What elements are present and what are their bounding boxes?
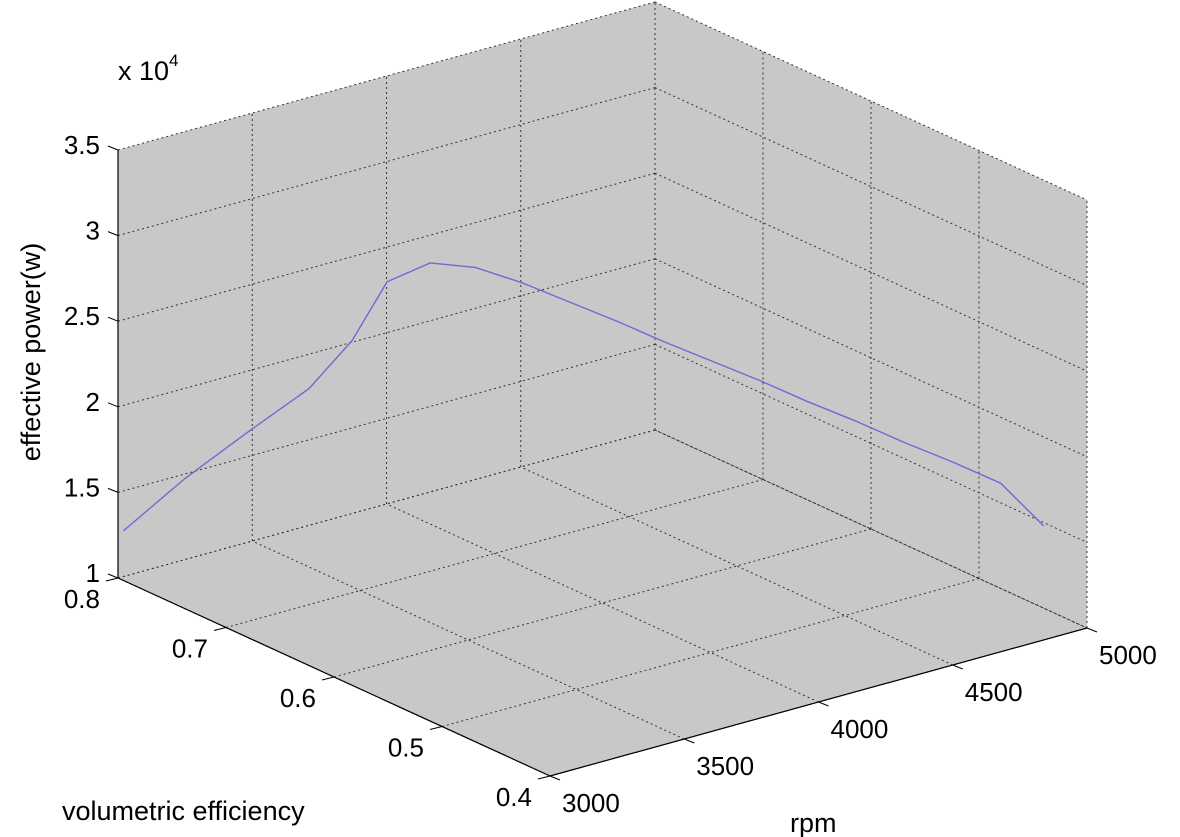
- x-tick-mark: [549, 775, 561, 781]
- y-tick-mark: [105, 577, 119, 582]
- z-tick-mark: [107, 316, 119, 322]
- z-exponent-power: 4: [169, 51, 178, 70]
- y-tick-mark: [213, 627, 227, 631]
- z-tick-mark: [107, 145, 119, 151]
- x-tick-mark: [1086, 627, 1098, 633]
- y-axis-label: volumetric efficiency: [62, 796, 305, 826]
- z-tick-mark: [107, 402, 119, 408]
- x-tick-label: 4500: [965, 677, 1023, 707]
- z-exponent-label: x 104: [118, 51, 179, 86]
- z-axis-label: effective power(w): [16, 243, 46, 462]
- y-tick-label: 0.8: [64, 584, 100, 614]
- x-axis-ticks: 3000 3500 4000 4500 5000: [549, 627, 1157, 818]
- y-tick-mark: [321, 676, 335, 681]
- grid-line-floor-x: [252, 540, 685, 740]
- y-tick-label: 0.4: [496, 782, 532, 812]
- y-tick-mark: [429, 726, 443, 730]
- grid-line-wall-z-right: [654, 258, 1088, 458]
- grid-line-wall-z-right: [654, 172, 1088, 372]
- grid-line-floor-x: [654, 429, 1088, 629]
- x-tick-label: 3500: [696, 751, 754, 781]
- x-tick-label: 3000: [562, 788, 620, 818]
- grid-line-floor-x: [386, 503, 819, 703]
- x-tick-label: 5000: [1099, 640, 1157, 670]
- z-tick-mark: [107, 231, 119, 237]
- y-tick-label: 0.6: [280, 683, 316, 713]
- y-axis-ticks: 0.4 0.5 0.6 0.7 0.8: [64, 577, 551, 812]
- z-axis-ticks: 1 1.5 2 2.5 3 3.5: [64, 130, 119, 588]
- x-tick-mark: [952, 664, 963, 670]
- y-tick-label: 0.5: [388, 733, 424, 763]
- z-tick-mark: [107, 487, 119, 493]
- series-layer: [122, 262, 1045, 532]
- x-tick-mark: [818, 701, 829, 707]
- z-tick-label: 2: [86, 387, 100, 417]
- axes-walls: [118, 2, 1087, 776]
- z-tick-label: 3.5: [64, 130, 100, 160]
- grid-line-wall-z-right: [654, 429, 1088, 629]
- z-exponent-base: x 10: [118, 56, 169, 86]
- z-tick-label: 2.5: [64, 301, 100, 331]
- y-tick-label: 0.7: [172, 634, 208, 664]
- grid-line-wall-z-right: [654, 1, 1088, 201]
- z-tick-label: 1.5: [64, 472, 100, 502]
- z-tick-label: 1: [86, 558, 100, 588]
- y-tick-mark: [537, 775, 551, 780]
- x-axis-label: rpm: [790, 808, 837, 837]
- z-tick-mark: [107, 573, 119, 579]
- grid-line-wall-z-right: [654, 87, 1088, 287]
- floor-plane: [118, 430, 1087, 776]
- z-tick-label: 3: [86, 216, 100, 246]
- grid-line-wall-z-right: [654, 343, 1088, 543]
- x-tick-label: 4000: [831, 714, 889, 744]
- x-tick-mark: [684, 738, 695, 744]
- series-line: [122, 262, 1045, 532]
- grid-line-floor-x: [520, 466, 953, 666]
